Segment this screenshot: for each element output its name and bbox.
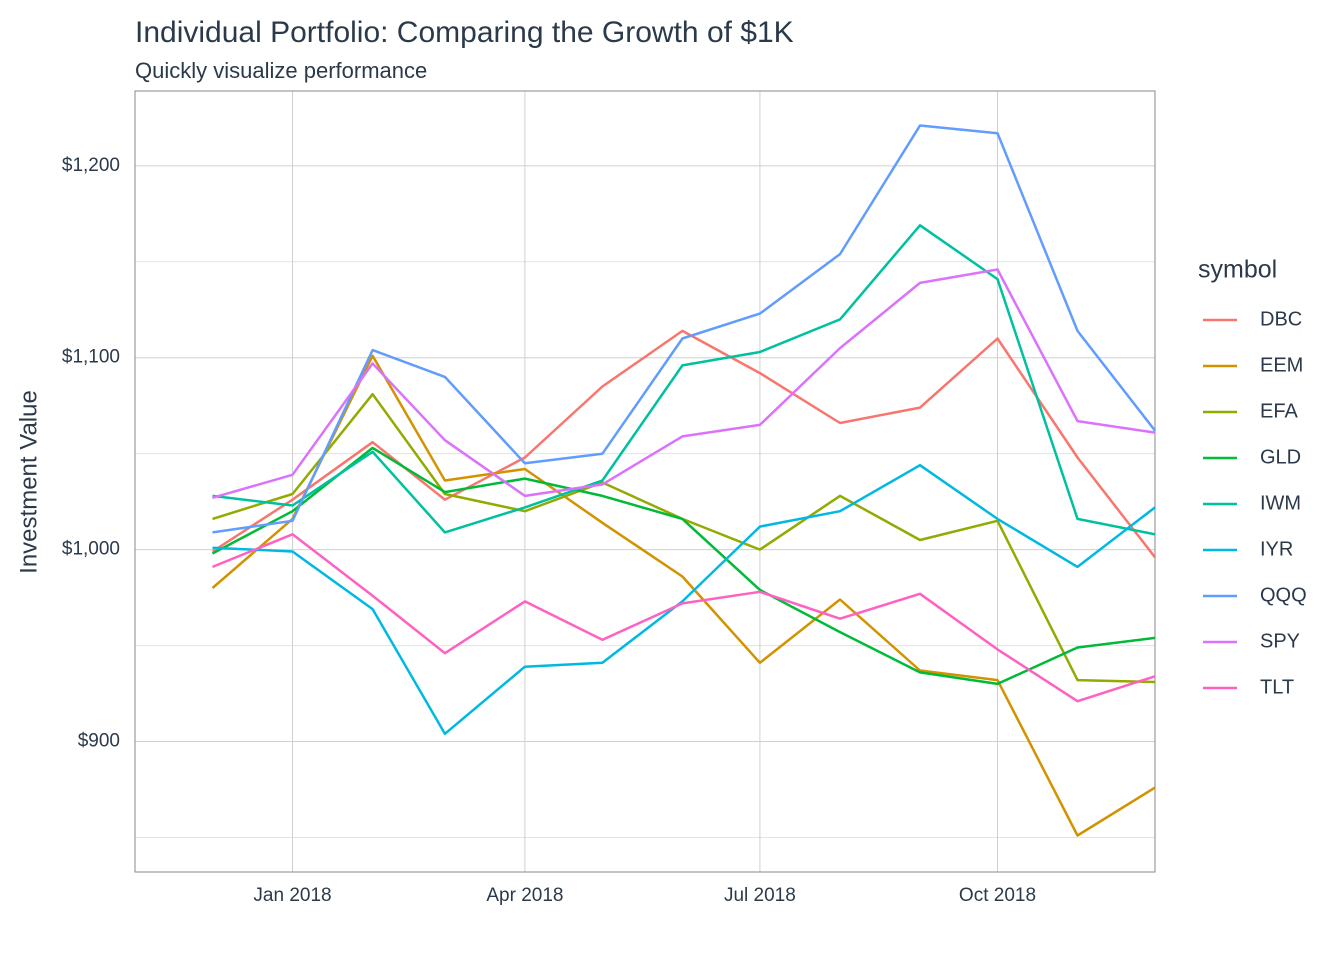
series-line [211,329,1156,559]
legend-label: IYR [1260,538,1293,560]
legend-label: DBC [1260,308,1302,330]
series-line [211,446,1156,686]
y-tick-label: $1,200 [62,155,120,176]
chart-title: Individual Portfolio: Comparing the Grow… [135,16,794,49]
y-tick-label: $1,100 [62,347,120,368]
series-line [212,224,1156,536]
series-line [212,124,1156,534]
legend-label: SPY [1260,630,1300,652]
legend-label: EFA [1260,400,1298,422]
legend-label: TLT [1260,676,1294,698]
legend-title: symbol [1198,256,1277,284]
x-tick-label: Jul 2018 [724,885,796,906]
series-line [212,463,1156,736]
legend-label: GLD [1260,446,1301,468]
legend-label: EEM [1260,354,1303,376]
series-line [211,354,1156,837]
x-tick-label: Jan 2018 [253,885,331,906]
chart-subtitle: Quickly visualize performance [135,58,427,83]
legend-label: IWM [1260,492,1301,514]
y-tick-label: $900 [78,731,120,752]
legend-label: QQQ [1260,584,1307,606]
x-tick-label: Oct 2018 [959,885,1036,906]
series-line [212,533,1156,703]
y-axis-title: Investment Value [15,390,42,574]
x-tick-label: Apr 2018 [486,885,563,906]
y-tick-label: $1,000 [62,539,120,560]
series-line [212,268,1156,500]
plot-border [134,90,1156,873]
